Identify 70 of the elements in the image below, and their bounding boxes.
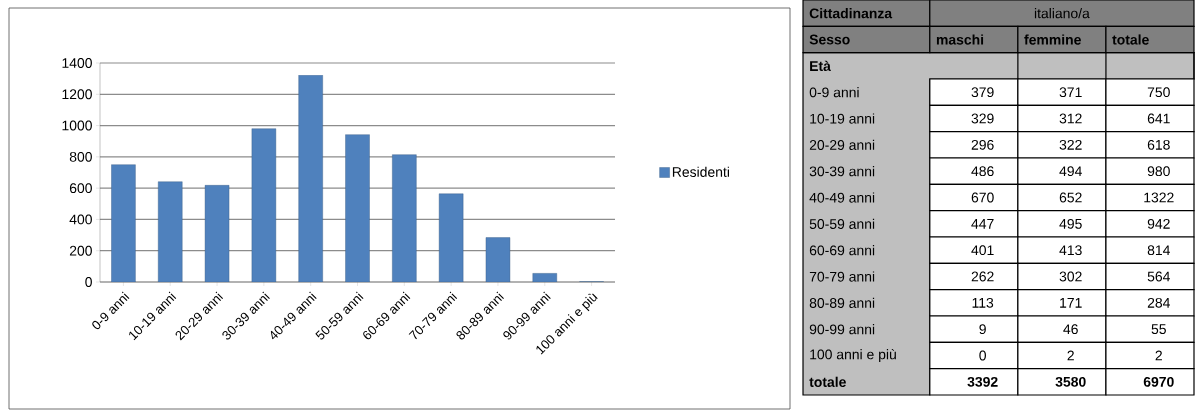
y-tick-label: 1200 xyxy=(62,89,92,100)
data-label: 495 xyxy=(1059,218,1082,229)
data-label: 262 xyxy=(971,271,994,282)
data-label: 413 xyxy=(1059,245,1082,256)
data-label: 1322 xyxy=(1144,192,1174,203)
y-tick-label: 60-69 anni xyxy=(809,245,875,256)
y-tick-label: 0-9 anni xyxy=(809,87,859,98)
data-label: 942 xyxy=(1147,218,1170,229)
data-label: 980 xyxy=(1147,166,1170,177)
data-label: 379 xyxy=(971,87,994,98)
data-label: 322 xyxy=(1059,139,1082,150)
y-tick-label: 1400 xyxy=(62,58,92,68)
y-tick-label: 70-79 anni xyxy=(809,271,875,282)
data-label: 3392 xyxy=(967,376,998,387)
y-tick-label: 0 xyxy=(85,277,92,287)
bar xyxy=(345,134,370,282)
y-tick-label: 20-29 anni xyxy=(809,139,875,150)
bar xyxy=(392,154,417,282)
data-label: 302 xyxy=(1059,271,1082,282)
data-label: 618 xyxy=(1147,139,1170,150)
data-label: 814 xyxy=(1147,245,1170,256)
legend-label: Residenti xyxy=(672,166,729,177)
bar xyxy=(251,128,277,282)
y-tick-label: 1000 xyxy=(62,120,92,131)
bar xyxy=(111,164,136,282)
x-tick-label: femmine xyxy=(1024,34,1081,45)
chart-title: italiano/a xyxy=(1034,8,1090,19)
y-tick-label: 10-19 anni xyxy=(810,113,875,124)
data-label: 3580 xyxy=(1055,376,1086,387)
data-label: 312 xyxy=(1059,113,1082,124)
data-label: 2 xyxy=(1067,350,1074,361)
data-label: 296 xyxy=(971,139,994,150)
data-label: 284 xyxy=(1147,297,1170,308)
y-tick-label: 30-39 anni xyxy=(809,166,875,177)
data-label: 401 xyxy=(971,245,994,256)
data-label: 113 xyxy=(972,297,994,308)
data-label: 0 xyxy=(979,350,986,361)
bar xyxy=(204,185,230,282)
y-tick-label: 50-59 anni xyxy=(809,218,875,229)
data-label: 2 xyxy=(1155,350,1162,361)
data-label: 447 xyxy=(971,219,994,229)
text: Sesso xyxy=(809,34,850,45)
y-tick-label: 200 xyxy=(69,245,92,256)
bar xyxy=(438,193,464,282)
data-label: 9 xyxy=(979,324,986,335)
y-tick-label: 600 xyxy=(69,183,92,194)
data-label: 371 xyxy=(1059,87,1082,98)
data-label: 171 xyxy=(1060,298,1082,308)
data-label: 486 xyxy=(971,166,994,177)
y-tick-label: 100 anni e più xyxy=(810,348,896,363)
y-tick-label: totale xyxy=(809,376,846,387)
data-label: 329 xyxy=(971,113,994,124)
data-label: 564 xyxy=(1147,271,1170,282)
data-label: 652 xyxy=(1059,192,1082,203)
text: Cittadinanza xyxy=(809,8,893,19)
data-label: 641 xyxy=(1147,113,1170,124)
x-tick-label: totale xyxy=(1112,34,1149,45)
data-label: 670 xyxy=(971,192,994,203)
y-axis-title: Età xyxy=(810,60,831,72)
bar xyxy=(158,181,183,282)
data-label: 55 xyxy=(1151,324,1166,335)
y-tick-label: 800 xyxy=(69,151,92,162)
x-tick-label: maschi xyxy=(936,34,984,45)
data-label: 6970 xyxy=(1143,376,1174,387)
y-tick-label: 40-49 anni xyxy=(809,192,875,203)
y-tick-label: 400 xyxy=(69,214,92,225)
data-label: 46 xyxy=(1063,324,1078,335)
data-label: 750 xyxy=(1147,87,1170,98)
bar xyxy=(298,75,323,282)
data-label: 494 xyxy=(1059,166,1082,177)
